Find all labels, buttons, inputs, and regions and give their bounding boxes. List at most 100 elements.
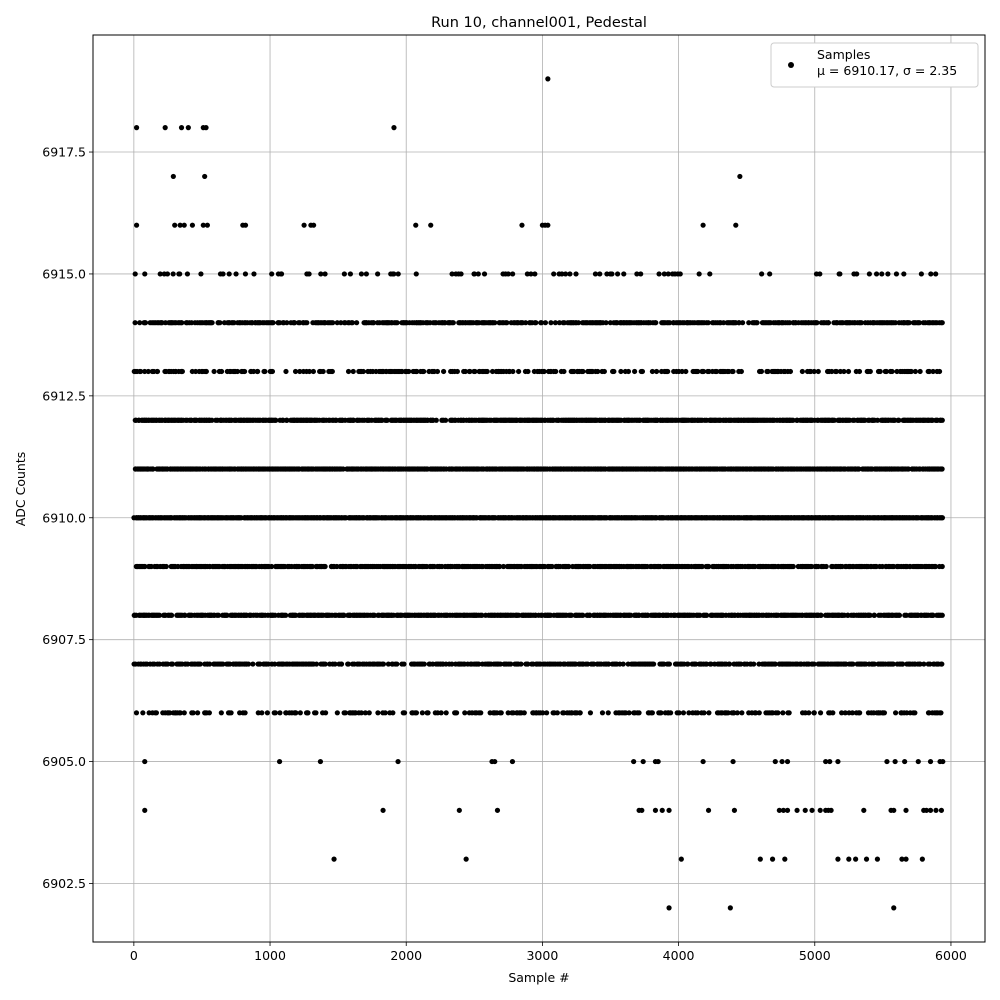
data-point <box>433 417 439 423</box>
data-point <box>737 173 743 180</box>
data-point <box>494 807 501 813</box>
data-point <box>190 710 196 716</box>
data-point <box>380 661 387 667</box>
data-point <box>835 856 841 862</box>
data-point <box>700 222 706 228</box>
data-point <box>142 563 148 570</box>
data-point <box>209 417 215 423</box>
data-point <box>877 368 883 375</box>
data-point <box>375 710 381 716</box>
data-point <box>905 466 912 472</box>
data-point <box>132 271 138 277</box>
data-point <box>510 368 516 375</box>
data-point <box>817 271 823 277</box>
data-point <box>649 710 655 716</box>
data-point <box>525 368 531 375</box>
data-point <box>145 368 151 375</box>
data-point <box>695 710 701 716</box>
data-point <box>443 710 449 716</box>
data-point <box>651 661 657 667</box>
y-axis-ticks: 6902.56905.06907.56910.06912.56915.06917… <box>42 145 93 891</box>
data-point <box>928 271 934 277</box>
data-point <box>463 856 469 862</box>
data-point <box>292 320 298 326</box>
data-point <box>276 758 283 765</box>
data-point <box>906 320 912 326</box>
y-tick-label: 6907.5 <box>42 632 86 647</box>
x-tick-label: 6000 <box>935 948 967 963</box>
data-point <box>707 271 713 277</box>
data-point <box>896 612 903 618</box>
x-tick-label: 5000 <box>799 948 831 963</box>
data-point <box>304 320 310 326</box>
data-point <box>809 807 815 813</box>
data-point <box>313 710 319 716</box>
data-point <box>573 271 579 277</box>
data-point <box>661 271 667 277</box>
data-point <box>182 612 188 618</box>
data-point <box>544 710 550 716</box>
data-point <box>575 320 582 326</box>
data-point <box>916 320 923 326</box>
data-point <box>640 758 646 765</box>
data-point <box>932 563 939 570</box>
data-point <box>265 661 271 667</box>
data-point <box>548 320 554 326</box>
data-point <box>524 271 530 277</box>
data-point <box>467 368 473 375</box>
data-point <box>395 271 401 277</box>
data-point <box>309 563 316 570</box>
data-point <box>401 710 408 716</box>
data-point <box>505 271 511 277</box>
data-point <box>892 320 899 326</box>
data-point <box>306 271 312 277</box>
data-point <box>784 758 791 765</box>
data-point <box>695 368 701 375</box>
data-point <box>177 710 183 716</box>
data-point <box>678 856 684 862</box>
data-point <box>165 661 171 667</box>
data-point <box>846 856 852 862</box>
data-point <box>329 368 335 375</box>
data-point <box>242 368 248 375</box>
data-point <box>360 368 366 375</box>
data-point <box>892 758 898 765</box>
data-point <box>391 125 397 131</box>
data-point <box>754 320 760 326</box>
data-point <box>611 368 617 375</box>
data-point <box>251 368 257 375</box>
data-point <box>540 710 546 716</box>
data-point <box>262 368 268 375</box>
data-point <box>449 271 455 277</box>
data-point <box>341 271 347 277</box>
data-point <box>614 271 621 277</box>
data-point <box>345 368 352 375</box>
data-point <box>938 710 944 716</box>
data-point <box>154 368 161 375</box>
data-point <box>655 758 661 765</box>
data-point <box>354 320 360 326</box>
data-point <box>137 320 143 326</box>
data-point <box>599 710 606 716</box>
data-point <box>162 125 168 131</box>
data-point <box>283 612 289 618</box>
data-point <box>787 368 794 375</box>
data-point <box>802 807 808 813</box>
data-point <box>927 758 934 765</box>
data-point <box>939 320 945 326</box>
x-tick-label: 0 <box>130 948 138 963</box>
data-point <box>209 320 215 326</box>
data-point <box>587 710 594 716</box>
data-point <box>772 661 778 667</box>
data-point <box>827 758 833 765</box>
data-point <box>413 271 419 277</box>
data-point <box>449 661 455 667</box>
data-point <box>939 661 945 667</box>
data-point <box>933 271 939 277</box>
data-point <box>706 710 712 716</box>
data-point <box>242 222 249 228</box>
data-point <box>533 320 539 326</box>
data-point <box>202 173 208 180</box>
data-point <box>322 563 328 570</box>
data-point <box>609 271 615 277</box>
